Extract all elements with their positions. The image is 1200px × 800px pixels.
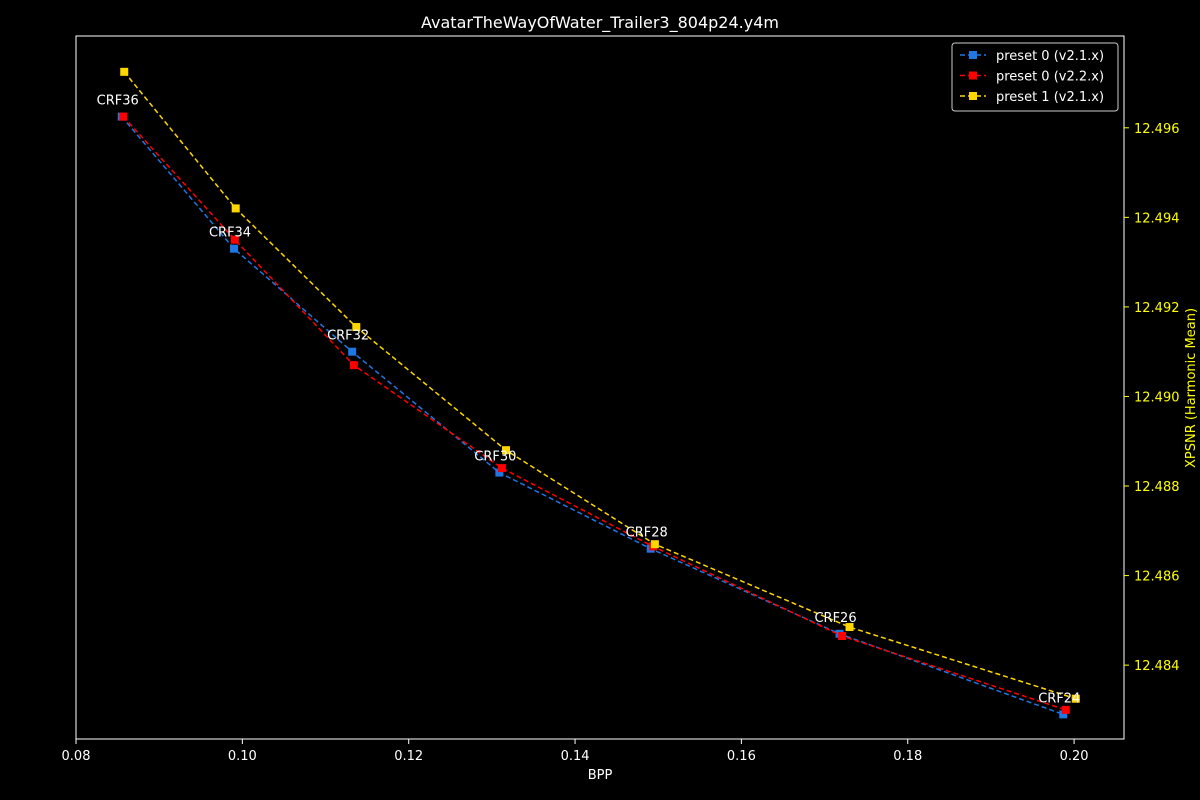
x-tick-label: 0.20 xyxy=(1060,749,1089,764)
legend-label: preset 1 (v2.1.x) xyxy=(996,90,1104,105)
y-axis-label: XPSNR (Harmonic Mean) xyxy=(1184,308,1199,468)
chart-title: AvatarTheWayOfWater_Trailer3_804p24.y4m xyxy=(421,13,779,33)
series-line xyxy=(121,116,1064,716)
legend-swatch-marker xyxy=(969,92,977,100)
series-2 xyxy=(120,67,1080,703)
x-tick-label: 0.12 xyxy=(394,749,423,764)
data-point xyxy=(1061,705,1070,714)
crf-annotation: CRF28 xyxy=(626,526,668,541)
series-layer xyxy=(117,67,1080,719)
x-axis-label: BPP xyxy=(588,768,613,783)
series-0 xyxy=(117,112,1068,719)
legend-swatch-marker xyxy=(969,51,977,59)
x-tick-label: 0.14 xyxy=(561,749,590,764)
x-tick-label: 0.16 xyxy=(727,749,756,764)
y-tick-label: 12.496 xyxy=(1134,122,1180,137)
crf-annotation: CRF36 xyxy=(97,94,139,109)
data-point xyxy=(1059,710,1068,719)
y-tick-label: 12.492 xyxy=(1134,301,1180,316)
crf-annotation: CRF24 xyxy=(1038,691,1080,706)
y-tick-label: 12.488 xyxy=(1134,480,1180,495)
y-tick-label: 12.494 xyxy=(1134,211,1180,226)
data-point xyxy=(650,540,659,549)
series-line xyxy=(122,116,1067,711)
data-point xyxy=(349,361,358,370)
data-point xyxy=(231,204,240,213)
data-point xyxy=(352,323,361,332)
data-point xyxy=(1071,694,1080,703)
data-point xyxy=(120,67,129,76)
data-point xyxy=(230,244,239,253)
data-point xyxy=(845,623,854,632)
crf-annotation: CRF30 xyxy=(474,450,516,465)
crf-annotation: CRF32 xyxy=(327,329,369,344)
legend-label: preset 0 (v2.2.x) xyxy=(996,70,1104,85)
legend-item: preset 0 (v2.1.x) xyxy=(960,49,1104,64)
series-line xyxy=(123,71,1077,700)
legend-swatch-marker xyxy=(969,71,977,80)
legend-item: preset 0 (v2.2.x) xyxy=(960,70,1104,85)
legend-item: preset 1 (v2.1.x) xyxy=(960,90,1104,105)
legend-box xyxy=(951,42,1119,112)
data-point xyxy=(348,347,357,356)
x-tick-label: 0.10 xyxy=(228,749,257,764)
data-point xyxy=(119,112,128,121)
y-tick-label: 12.490 xyxy=(1134,390,1180,405)
data-point xyxy=(502,446,511,455)
crf-annotation: CRF34 xyxy=(209,226,251,241)
axes: 0.08 0.10 0.12 0.14 0.16 0.18 0.20 12.484 12.486… xyxy=(62,35,1180,764)
data-point xyxy=(495,468,504,477)
data-point xyxy=(230,235,239,244)
plot-frame xyxy=(75,35,1125,740)
crf-annotation: CRF26 xyxy=(814,611,856,626)
x-tick-label: 0.08 xyxy=(62,749,91,764)
data-point xyxy=(838,632,847,641)
legend-label: preset 0 (v2.1.x) xyxy=(996,49,1104,64)
data-point xyxy=(497,464,506,473)
series-1 xyxy=(119,112,1070,714)
x-tick-label: 0.18 xyxy=(893,749,922,764)
legend: preset 0 (v2.1.x) preset 0 (v2.2.x) preset… xyxy=(951,42,1119,112)
y-tick-label: 12.484 xyxy=(1134,659,1180,674)
y-tick-label: 12.486 xyxy=(1134,570,1180,585)
annotations: CRF36 CRF34 CRF32 CRF30 CRF28 CRF26 CRF24 xyxy=(97,94,1081,707)
